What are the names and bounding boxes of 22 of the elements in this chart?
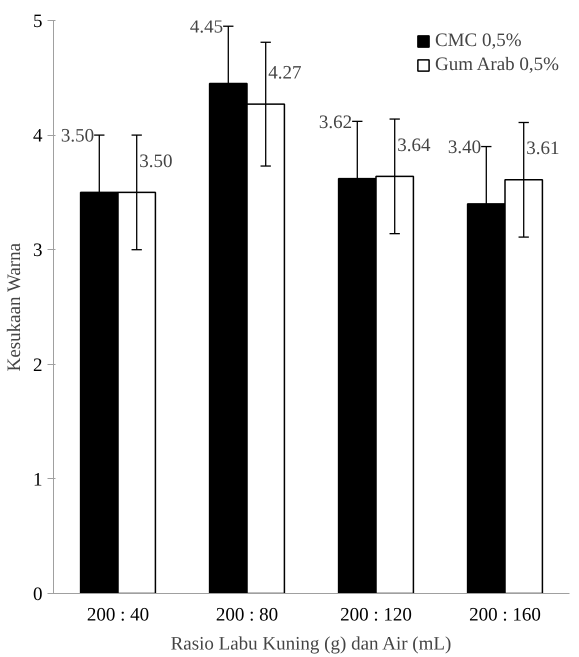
y-tick-label: 3 [33,240,42,262]
y-tick-label: 4 [33,126,43,147]
y-tick-label: 0 [33,584,42,605]
legend-label: CMC 0,5% [434,30,522,52]
text: 3.61 [526,138,560,160]
text: 3.64 [397,134,431,156]
text: 4.27 [268,62,302,84]
x-tick-label: 200 : 160 [469,604,541,626]
x-tick-label: 200 : 40 [86,604,150,626]
x-tick-label: 200 : 120 [340,604,412,626]
text: 4.45 [190,16,224,38]
y-tick-label: 1 [33,469,42,490]
x-axis-title: Rasio Labu Kuning (g) dan Air (mL) [170,634,452,654]
x-tick-label: 200 : 80 [216,604,278,626]
text: 3.62 [318,112,352,133]
text: 3.50 [60,126,94,147]
text: 3.50 [139,150,173,172]
legend-label: Gum Arab 0,5% [434,54,559,76]
y-tick-label: 5 [33,11,42,32]
y-tick-label: 2 [33,354,42,376]
text: 3.40 [448,137,482,158]
y-axis-title: Kesukaan Warna [4,242,25,372]
